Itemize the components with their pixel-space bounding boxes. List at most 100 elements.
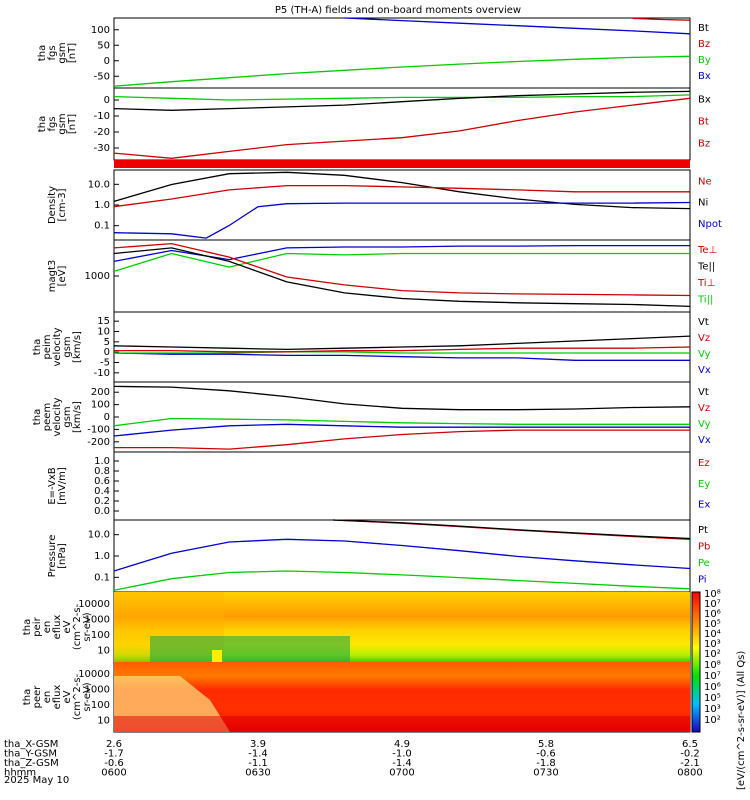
ytick-label: 0: [104, 347, 110, 358]
panel-ylabel: Pressure: [47, 535, 58, 578]
series-Te-line: [113, 247, 691, 308]
legend-entry: Te⊥: [697, 245, 717, 256]
series-Npot-line: [113, 201, 691, 239]
ephemeris-value: -1.4: [392, 758, 412, 769]
series-Ne-line: [113, 184, 690, 208]
ytick-label: 15: [97, 316, 110, 327]
legend-entry: Ti⊥: [697, 278, 715, 289]
panel-8: Pressure [nPa] 10.0 1.0 0.1 Pt Pb Pe Pi: [47, 519, 710, 593]
panel-ylabel: sr-eV): [82, 682, 93, 711]
panel-4: magt3 [eV] 1000 Te⊥ Te|| Ti⊥ Ti||: [47, 239, 717, 313]
panel-ylabel: gsm: [57, 42, 68, 63]
panel-ylabel: fgs: [47, 116, 58, 131]
colorbar-tick: 10⁷: [704, 599, 721, 610]
ephemeris-row-label: tha_X-GSM: [4, 739, 58, 750]
panel-3: Density [cm-3] 10.0 1.0 0.1 Ne Ni Npot: [47, 169, 722, 241]
colorbar-tick: 10³: [704, 639, 721, 650]
panel-ylabel: tha: [22, 689, 33, 705]
series-Ni-line: [113, 171, 691, 210]
ytick-label: 0.6: [94, 476, 110, 487]
ephemeris-value: -0.6: [104, 758, 124, 769]
colorbar: 10⁸10⁷10⁶10⁵10⁴10³10²10⁸10⁷10⁶10⁵10³10² …: [691, 589, 747, 790]
legend-entry: Ne: [698, 176, 712, 187]
panel-ylabel: eflux: [52, 615, 63, 640]
panel-ylabel: [km/s]: [72, 401, 83, 433]
legend-entry: Ey: [698, 479, 710, 490]
panel-ylabel: velocity: [52, 327, 63, 366]
panel-ylabel: fgs: [47, 45, 58, 60]
ytick-label: -30: [94, 143, 110, 154]
legend-entry: Bt: [698, 117, 709, 128]
panel-ylabel: tha: [32, 339, 43, 355]
panel-ylabel: sr-eV): [82, 612, 93, 641]
series-By-line: [113, 94, 691, 101]
ephemeris-value: 2.6: [106, 739, 122, 750]
ephemeris-value: 3.9: [250, 739, 266, 750]
ephemeris-value: -2.1: [680, 758, 700, 769]
legend-entry: Vt: [698, 317, 709, 328]
panel-ylabel: Density: [47, 186, 58, 224]
ytick-label: 10: [97, 715, 110, 726]
panel-ylabel: [nT]: [67, 114, 78, 134]
colorbar-tick: 10⁸: [704, 660, 721, 671]
ytick-label: 1000: [85, 271, 110, 282]
ephemeris-value: -1.1: [248, 758, 268, 769]
ytick-label: 200: [91, 387, 110, 398]
panel-ylabel: eV: [62, 690, 73, 703]
panel-ylabel: peem: [42, 403, 53, 431]
panel-ylabel: en: [42, 621, 53, 634]
panel-ylabel: peer: [32, 685, 43, 709]
ytick-label: 10.0: [88, 530, 110, 541]
ephemeris-value: -1.7: [104, 749, 124, 760]
series-Vz-line: [114, 429, 690, 450]
legend-entry: Pi: [698, 574, 707, 585]
ephemeris-row-label: tha_Y-GSM: [4, 749, 57, 760]
ytick-label: 1.0: [94, 456, 110, 467]
ephemeris-value: 0600: [101, 768, 126, 779]
status-bar: [114, 160, 690, 168]
ephemeris-value: 0700: [389, 768, 414, 779]
ytick-label: 1000: [85, 614, 110, 625]
legend-entry: Bx: [698, 95, 711, 106]
legend-entry: Npot: [698, 219, 722, 230]
ytick-label: 1.0: [94, 200, 110, 211]
panel-ylabel: [cm-3]: [57, 188, 68, 221]
legend-entry: Pb: [698, 541, 710, 552]
panel-7: E=-VxB [mV/m] 1.00.80.60.40.20.0 Ez Ey Ex: [47, 451, 710, 521]
ytick-label: 100: [91, 700, 110, 711]
spectrogram-ion: [114, 592, 690, 662]
ytick-label: -10: [94, 368, 110, 379]
legend-entry: Ti||: [697, 294, 713, 305]
ytick-label: 0.1: [94, 572, 110, 583]
ytick-label: 100: [91, 630, 110, 641]
ytick-label: 0.2: [94, 496, 110, 507]
ephemeris-value: 5.8: [538, 739, 554, 750]
ephemeris-table: tha_X-GSMtha_Y-GSMtha_Z-GSMhhmm2.6-1.7-0…: [4, 739, 703, 779]
panel-ylabel: E=-VxB: [47, 467, 58, 504]
panel-1: tha fgs gsm [nT] 100 50 0 -50 Bt Bz By Bx: [37, 17, 711, 89]
ephemeris-value: -0.6: [536, 749, 556, 760]
panel-ylabel: peir: [32, 616, 43, 636]
spectrogram-ion-spot: [212, 650, 222, 662]
legend-entry: Ni: [698, 198, 708, 209]
ytick-label: 10: [97, 645, 110, 656]
ephemeris-value: -1.4: [248, 749, 268, 760]
ephemeris-row-label: tha_Z-GSM: [4, 758, 59, 769]
panel-ylabel: gsm: [57, 113, 68, 134]
legend-entry: Vx: [698, 365, 711, 376]
legend-entry: Bz: [698, 39, 710, 50]
ephemeris-value: 0630: [245, 768, 270, 779]
panel-ylabel: [nT]: [67, 43, 78, 63]
panel-frame: [113, 169, 691, 241]
colorbar-tick: 10³: [704, 704, 721, 715]
date-label: 2025 May 10: [4, 775, 69, 786]
colorbar-tick: 10⁶: [704, 682, 721, 693]
ytick-label: 50: [97, 40, 110, 51]
series-Bz-line: [632, 17, 691, 21]
series-Pt-line: [332, 519, 691, 540]
ephemeris-value: 0730: [533, 768, 558, 779]
legend-entry: Bx: [698, 71, 711, 82]
colorbar-tick: 10⁷: [704, 671, 721, 682]
colorbar-unit: [eV/(cm^2-s-sr-eV)] (All Qs): [736, 651, 747, 790]
